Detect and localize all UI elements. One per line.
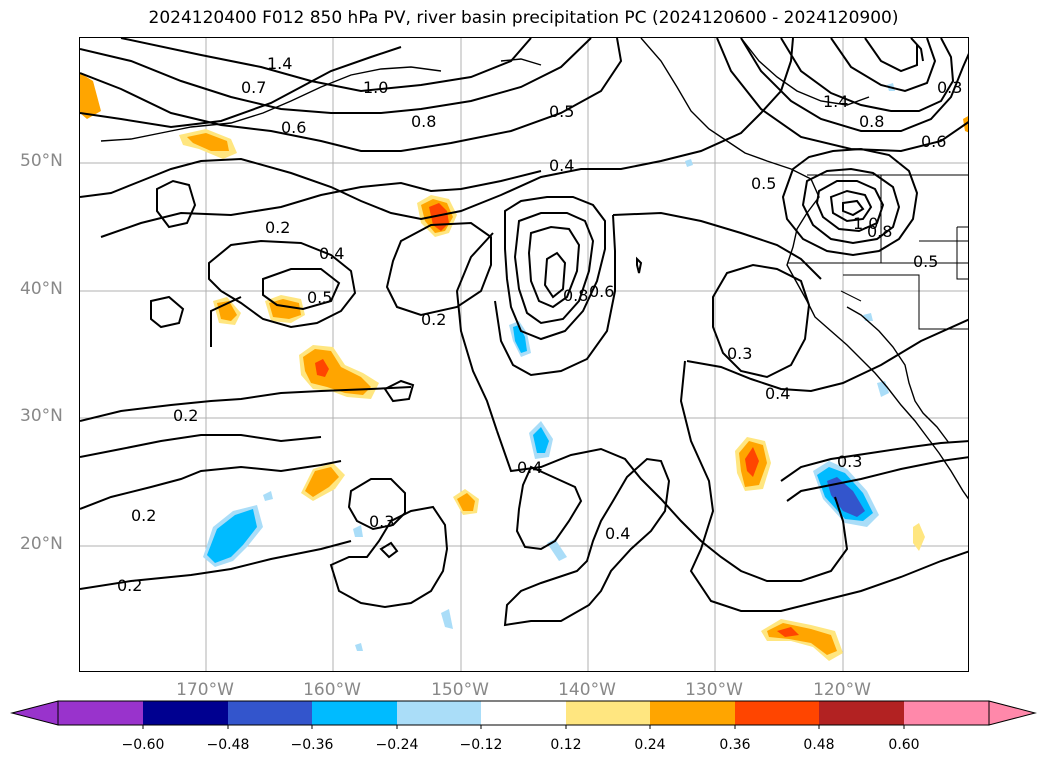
precip-blob-negative	[353, 525, 363, 537]
precip-blob-positive	[80, 73, 101, 119]
lat-label-30: 30°N	[20, 406, 63, 426]
contour-label: 0.6	[921, 132, 946, 151]
map-title: 2024120400 F012 850 hPa PV, river basin …	[148, 8, 899, 28]
contour-label: 0.3	[369, 512, 394, 531]
colorbar-segment	[904, 701, 989, 725]
contour-label: 0.4	[765, 384, 790, 403]
lat-label-50: 50°N	[20, 151, 63, 171]
colorbar-tick-label: −0.36	[290, 737, 334, 753]
precip-blob-positive	[745, 447, 759, 477]
contour-label: 0.6	[281, 118, 306, 137]
precip-blob-positive	[187, 133, 229, 151]
precip-blob-negative	[207, 509, 257, 563]
lon-label-170w: 170°W	[176, 680, 234, 700]
colorbar-tick-label: 0.24	[634, 737, 666, 753]
contour-label: 0.6	[589, 282, 614, 301]
colorbar-segment	[735, 701, 819, 725]
precip-blob-positive	[913, 523, 925, 551]
map-canvas: 1.4 0.7 1.0 0.6 0.8 0.5 0.4 0.2 0.4 0.5 …	[80, 38, 968, 671]
contour-label: 0.2	[117, 576, 142, 595]
colorbar-segment	[143, 701, 228, 725]
colorbar-tick-label: 0.60	[888, 737, 920, 753]
contour-label: 0.7	[241, 78, 266, 97]
contour-label: 0.8	[411, 112, 436, 131]
colorbar-tick-label: −0.48	[206, 737, 250, 753]
precip-blob-positive	[777, 627, 799, 637]
contour-label: 0.5	[549, 102, 574, 121]
precip-blob-negative	[547, 539, 567, 561]
lon-label-140w: 140°W	[558, 680, 616, 700]
colorbar-segment	[58, 701, 143, 725]
contour-label: 0.2	[421, 310, 446, 329]
precip-blob-negative	[827, 477, 865, 517]
colorbar-tick-label: 0.12	[550, 737, 582, 753]
colorbar-segment	[228, 701, 312, 725]
precip-blob-negative	[685, 159, 693, 167]
precip-blob-negative	[863, 313, 873, 321]
colorbar-tick-label: −0.24	[375, 737, 419, 753]
political-borders	[787, 174, 968, 330]
contour-label: 0.4	[605, 524, 630, 543]
colorbar-tick-label: −0.60	[121, 737, 165, 753]
contour-label: 0.2	[173, 406, 198, 425]
colorbar-tick-label: 0.36	[719, 737, 751, 753]
precip-blob-negative	[355, 643, 363, 651]
contour-label: 1.4	[823, 92, 848, 111]
contour-label: 0.3	[937, 78, 962, 97]
contour-label: 0.2	[131, 506, 156, 525]
colorbar-extend-min	[10, 700, 59, 726]
precip-blob-positive	[457, 493, 475, 511]
contour-label: 0.3	[727, 344, 752, 363]
contour-label: 0.8	[563, 286, 588, 305]
colorbar-tick-label: 0.48	[803, 737, 835, 753]
lat-label-40: 40°N	[20, 279, 63, 299]
contour-label: 0.5	[751, 174, 776, 193]
colorbar-segment	[650, 701, 735, 725]
contour-label: 1.4	[267, 54, 292, 73]
contour-label: 0.4	[549, 156, 574, 175]
contour-label: 0.8	[867, 222, 892, 241]
pv-contours	[80, 38, 968, 627]
precip-blob-positive	[305, 467, 339, 497]
colorbar	[10, 700, 1037, 729]
contour-label: 0.5	[307, 288, 332, 307]
colorbar-tick-label: −0.12	[459, 737, 503, 753]
colorbar-segment	[312, 701, 397, 725]
contour-label: 0.4	[319, 244, 344, 263]
contour-label: 0.8	[859, 112, 884, 131]
contour-label: 0.2	[265, 218, 290, 237]
lat-label-20: 20°N	[20, 534, 63, 554]
precip-blob-negative	[441, 609, 453, 629]
lon-label-160w: 160°W	[303, 680, 361, 700]
precip-blob-negative	[533, 427, 549, 453]
precip-blob-negative	[513, 325, 527, 353]
contour-label: 0.4	[517, 458, 542, 477]
lon-label-120w: 120°W	[813, 680, 871, 700]
colorbar-segment	[566, 701, 650, 725]
colorbar-extend-max	[988, 700, 1037, 726]
contour-label: 1.0	[363, 78, 388, 97]
contour-label: 0.5	[913, 252, 938, 271]
lon-label-130w: 130°W	[685, 680, 743, 700]
coastlines	[100, 38, 968, 500]
contour-label: 0.3	[837, 452, 862, 471]
precip-blob-negative	[263, 491, 273, 501]
colorbar-segment	[819, 701, 904, 725]
contour-labels: 1.4 0.7 1.0 0.6 0.8 0.5 0.4 0.2 0.4 0.5 …	[117, 54, 962, 595]
colorbar-segment	[397, 701, 481, 725]
contour-label: 1.0	[853, 214, 878, 233]
lon-label-150w: 150°W	[431, 680, 489, 700]
colorbar-segment	[481, 701, 566, 725]
map-panel: 1.4 0.7 1.0 0.6 0.8 0.5 0.4 0.2 0.4 0.5 …	[79, 37, 969, 672]
precip-blob-positive	[315, 359, 329, 377]
